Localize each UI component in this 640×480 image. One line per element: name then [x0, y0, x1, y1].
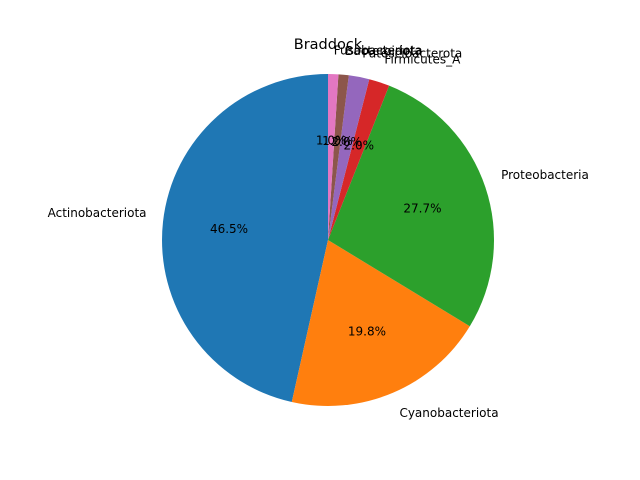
slice-percent-actinobacteriota: 46.5%: [210, 222, 248, 236]
slice-label-actinobacteriota: Actinobacteriota: [48, 206, 147, 220]
pie-slice-bacteroidota: [328, 74, 349, 240]
slice-percent-cyanobacteriota: 19.8%: [348, 325, 386, 339]
slice-label-bacteroidota: Bacteroidota: [345, 44, 422, 58]
slice-label-firmicutes-a: Firmicutes_A: [384, 52, 461, 66]
slice-percent-patescibacterota: 2.0%: [331, 135, 362, 149]
slice-label-cyanobacteriota: Cyanobacteriota: [399, 406, 498, 420]
slice-percent-firmicutes-a: 2.0%: [344, 138, 375, 152]
pie-slice-proteobacteria: [328, 85, 494, 327]
pie-slice-cyanobacteriota: [291, 240, 470, 406]
pie-slice-fusobacteriota: [328, 74, 339, 240]
pie-labels: Actinobacteriota 46.5% Cyanobacteriota 19.8…: [48, 43, 589, 419]
pie-slices: [162, 74, 494, 406]
slice-percent-proteobacteria: 27.7%: [403, 201, 441, 215]
pie-slice-patescibacterota: [328, 75, 370, 240]
pie-slice-actinobacteriota: [162, 74, 328, 402]
slice-label-patescibacterota: Patescibacterota: [362, 47, 462, 61]
slice-percent-bacteroidota: 1.0%: [322, 134, 353, 148]
slice-label-fusobacteriota: Fusobacteriota: [334, 43, 423, 57]
pie-slice-firmicutes-a: [328, 79, 390, 240]
slice-percent-fusobacteriota: 1.0%: [316, 133, 347, 147]
slice-label-proteobacteria: Proteobacteria: [501, 168, 589, 182]
chart-title: Braddock: [294, 37, 363, 53]
